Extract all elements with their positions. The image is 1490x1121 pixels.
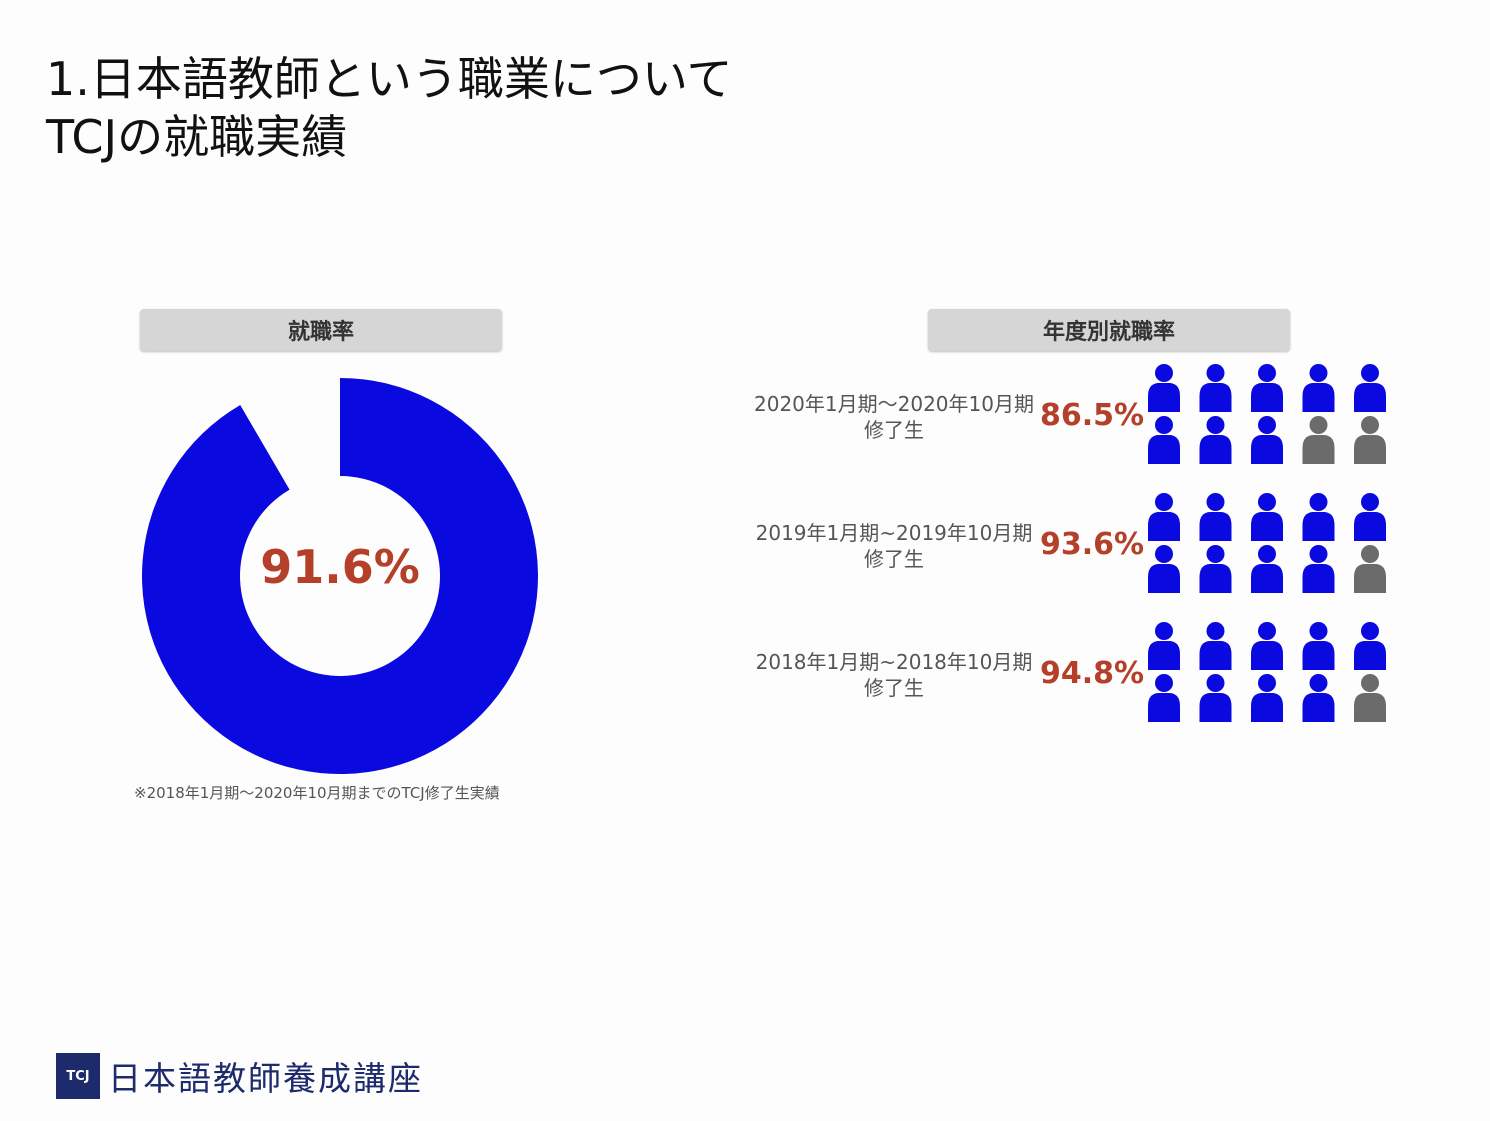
- person-icon-employed: [1199, 364, 1232, 412]
- person-icon-employed: [1199, 493, 1232, 541]
- person-icon-employed: [1302, 622, 1335, 670]
- row-label: 2018年1月期~2018年10月期 修了生: [744, 649, 1044, 701]
- person-icon-employed: [1148, 545, 1180, 593]
- employment-donut-chart: [142, 378, 538, 774]
- row-label: 2019年1月期~2019年10月期 修了生: [744, 520, 1044, 572]
- row-suffix: 修了生: [864, 676, 924, 700]
- person-icon-employed: [1354, 364, 1386, 412]
- person-icon-employed: [1251, 674, 1283, 722]
- person-icon-employed: [1251, 364, 1283, 412]
- people-icon-grid: [1140, 364, 1400, 474]
- donut-slice-remaining: [240, 378, 340, 490]
- person-icon-employed: [1148, 622, 1180, 670]
- person-icon-not-employed: [1354, 545, 1386, 593]
- row-percentage: 86.5%: [1040, 398, 1145, 433]
- person-icon-employed: [1251, 622, 1283, 670]
- person-icon-employed: [1302, 493, 1335, 541]
- person-icon-employed: [1199, 674, 1232, 722]
- logo-text: 日本語教師養成講座: [108, 1059, 423, 1098]
- donut-center-value: 91.6%: [260, 540, 420, 594]
- person-icon-employed: [1302, 545, 1335, 593]
- row-suffix: 修了生: [864, 547, 924, 571]
- employment-rate-header: 就職率: [140, 309, 502, 351]
- person-icon-employed: [1251, 493, 1283, 541]
- footnote: ※2018年1月期～2020年10月期までのTCJ修了生実績: [134, 784, 500, 802]
- row-period: 2018年1月期~2018年10月期: [755, 650, 1033, 674]
- row-percentage: 94.8%: [1040, 656, 1145, 691]
- people-icons: [1148, 493, 1386, 593]
- people-icon-grid: [1140, 622, 1400, 732]
- person-icon-employed: [1302, 674, 1335, 722]
- person-icon-not-employed: [1354, 674, 1386, 722]
- people-icon-grid: [1140, 493, 1400, 603]
- person-icon-employed: [1199, 416, 1232, 464]
- person-icon-employed: [1302, 364, 1335, 412]
- row-percentage: 93.6%: [1040, 527, 1145, 562]
- person-icon-employed: [1251, 416, 1283, 464]
- person-icon-employed: [1148, 674, 1180, 722]
- person-icon-not-employed: [1354, 416, 1386, 464]
- person-icon-employed: [1199, 622, 1232, 670]
- person-icon-employed: [1354, 493, 1386, 541]
- people-icons: [1148, 622, 1386, 722]
- person-icon-employed: [1354, 622, 1386, 670]
- yearly-rate-header: 年度別就職率: [928, 309, 1290, 351]
- row-period: 2020年1月期～2020年10月期: [754, 392, 1034, 416]
- title-line-1: 1.日本語教師という職業について: [46, 52, 733, 106]
- people-icons: [1148, 364, 1386, 464]
- row-suffix: 修了生: [864, 418, 924, 442]
- footer-logo: TCJ 日本語教師養成講座: [56, 1052, 423, 1100]
- person-icon-employed: [1148, 364, 1180, 412]
- person-icon-employed: [1148, 416, 1180, 464]
- tcj-logo-mark: TCJ: [56, 1053, 100, 1099]
- donut-slice-employed: [142, 378, 538, 774]
- title-line-2: TCJの就職実績: [46, 110, 348, 164]
- row-label: 2020年1月期～2020年10月期 修了生: [744, 391, 1044, 443]
- row-period: 2019年1月期~2019年10月期: [755, 521, 1033, 545]
- person-icon-employed: [1148, 493, 1180, 541]
- person-icon-employed: [1199, 545, 1232, 593]
- person-icon-not-employed: [1302, 416, 1335, 464]
- person-icon-employed: [1251, 545, 1283, 593]
- slide-title: 1.日本語教師という職業について TCJの就職実績: [46, 50, 733, 166]
